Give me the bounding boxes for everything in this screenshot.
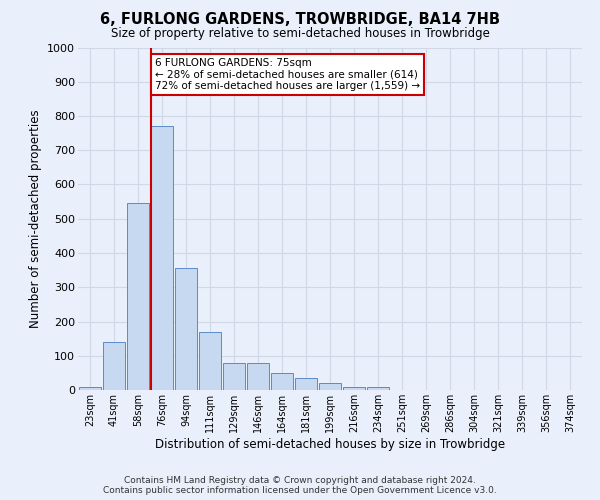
- Text: Size of property relative to semi-detached houses in Trowbridge: Size of property relative to semi-detach…: [110, 28, 490, 40]
- Bar: [127, 204, 149, 390]
- Text: Contains HM Land Registry data © Crown copyright and database right 2024.: Contains HM Land Registry data © Crown c…: [124, 476, 476, 485]
- Text: Contains public sector information licensed under the Open Government Licence v3: Contains public sector information licen…: [103, 486, 497, 495]
- Bar: [151, 126, 173, 390]
- Bar: [247, 362, 269, 390]
- Bar: [367, 388, 389, 390]
- Bar: [319, 383, 341, 390]
- Y-axis label: Number of semi-detached properties: Number of semi-detached properties: [29, 110, 41, 328]
- Bar: [343, 386, 365, 390]
- Text: 6, FURLONG GARDENS, TROWBRIDGE, BA14 7HB: 6, FURLONG GARDENS, TROWBRIDGE, BA14 7HB: [100, 12, 500, 28]
- Bar: [79, 386, 101, 390]
- Bar: [175, 268, 197, 390]
- Bar: [271, 373, 293, 390]
- X-axis label: Distribution of semi-detached houses by size in Trowbridge: Distribution of semi-detached houses by …: [155, 438, 505, 450]
- Text: 6 FURLONG GARDENS: 75sqm
← 28% of semi-detached houses are smaller (614)
72% of : 6 FURLONG GARDENS: 75sqm ← 28% of semi-d…: [155, 58, 420, 91]
- Bar: [103, 342, 125, 390]
- Bar: [199, 332, 221, 390]
- Bar: [223, 362, 245, 390]
- Bar: [295, 378, 317, 390]
